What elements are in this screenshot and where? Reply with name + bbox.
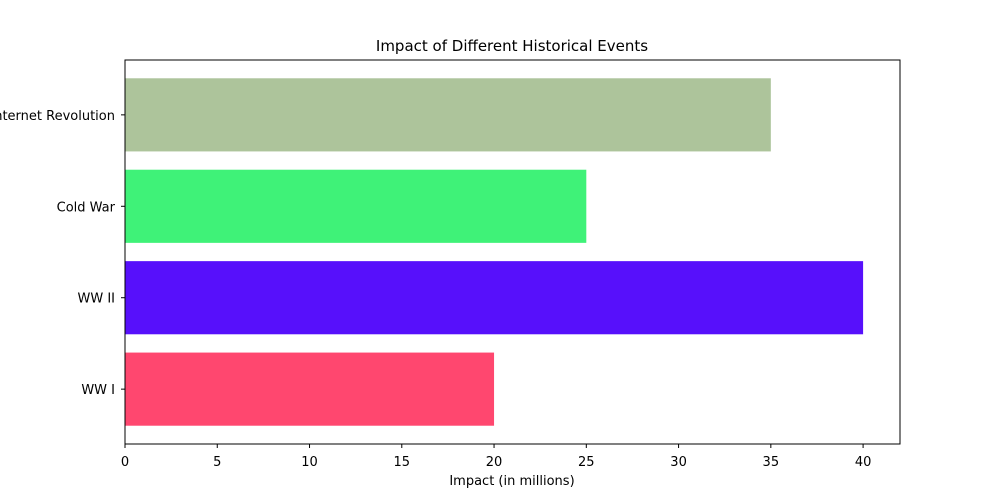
x-tick-label-5: 5 [213,455,221,470]
x-tick-label-40: 40 [855,455,872,470]
y-tick-label-internet-revolution: Internet Revolution [0,109,115,124]
y-tick-label-ww-i: WW I [81,383,115,398]
x-tick-label-20: 20 [486,455,503,470]
bar-internet-revolution [125,78,771,152]
plot-frame [124,59,901,445]
x-tick-label-25: 25 [578,455,595,470]
chart-title: Impact of Different Historical Events [376,37,648,55]
x-tick-label-35: 35 [763,455,780,470]
x-tick-label-0: 0 [121,455,129,470]
x-axis-label: Impact (in millions) [449,474,574,489]
y-tick-label-ww-ii: WW II [77,292,115,307]
bar-cold-war [125,169,587,243]
x-tick-label-30: 30 [670,455,687,470]
x-tick-label-15: 15 [394,455,411,470]
bar-ww-i [125,352,495,426]
y-tick-label-cold-war: Cold War [57,200,116,215]
x-tick-label-10: 10 [301,455,318,470]
bar-ww-ii [125,261,864,335]
bars-group [125,78,864,426]
y-axis: WW I WW II Cold War Internet Revolution [0,109,125,398]
x-axis: 0 5 10 15 20 25 30 35 40 [121,444,872,470]
